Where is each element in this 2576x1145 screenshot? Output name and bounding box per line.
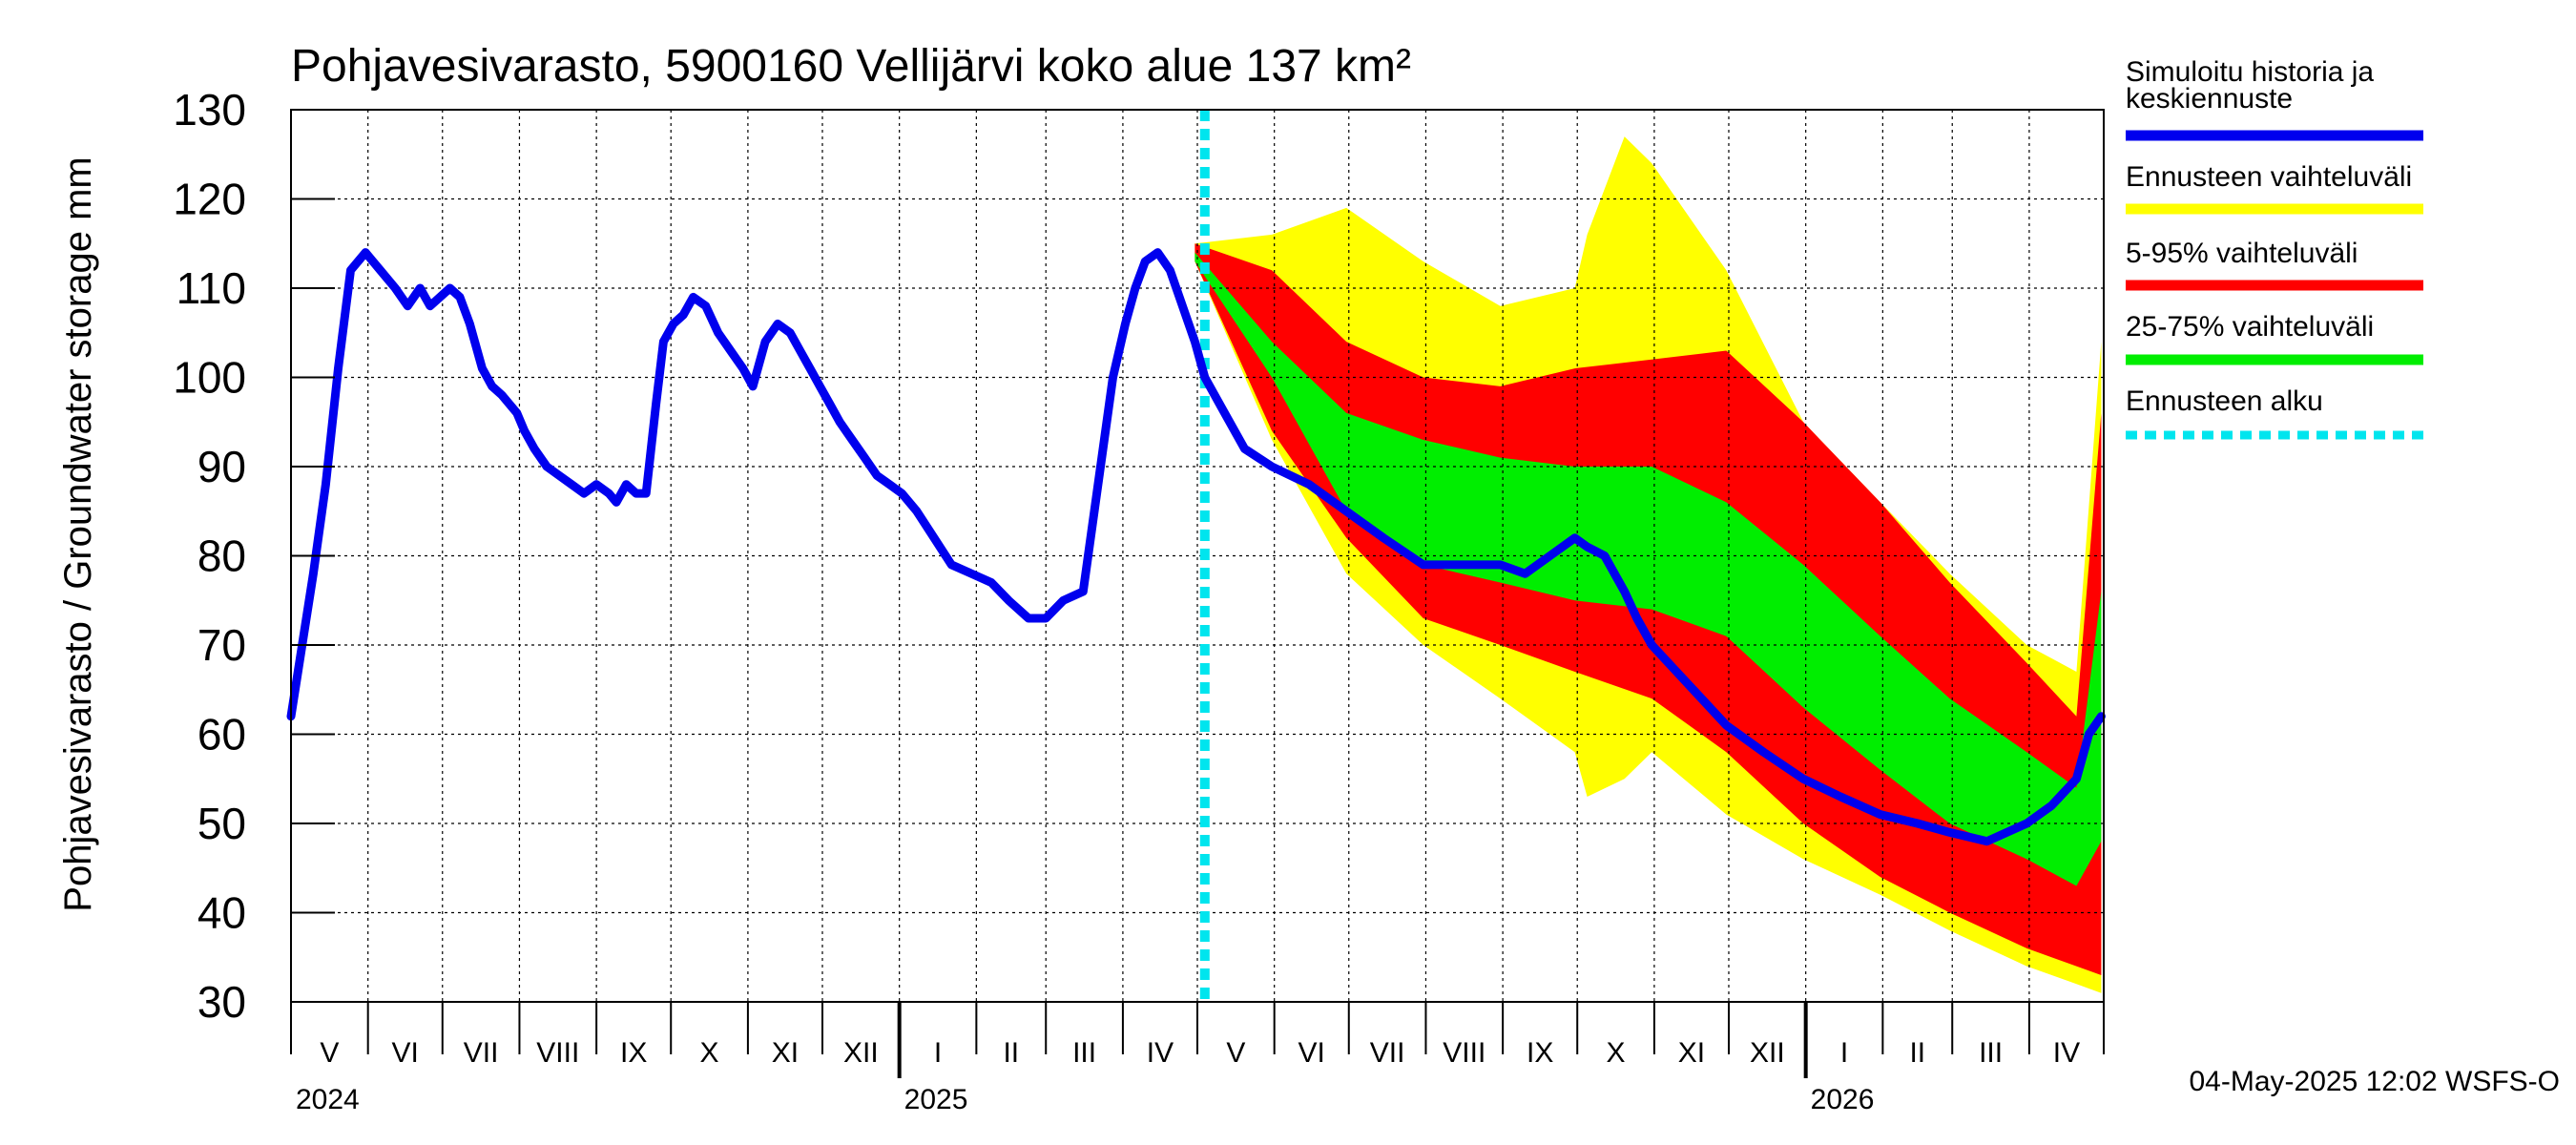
p5-95-band — [1195, 243, 2102, 976]
month-label: IX — [1527, 1037, 1553, 1069]
x-axis: V VI VII VIII IX X XI XII I II III IV V VI VII VIII IX X X… — [290, 1002, 2105, 1115]
y-tick-label: 60 — [197, 710, 246, 760]
month-label: VI — [392, 1037, 419, 1069]
grid-lines — [291, 110, 2104, 1002]
month-label: VIII — [1443, 1037, 1485, 1069]
month-label: XI — [1678, 1037, 1705, 1069]
chart-title: Pohjavesivarasto, 5900160 Vellijärvi kok… — [291, 41, 1411, 92]
month-label: XI — [772, 1037, 799, 1069]
month-label: II — [1909, 1037, 1925, 1069]
month-label: XII — [1750, 1037, 1785, 1069]
month-label: VIII — [536, 1037, 579, 1069]
month-label: I — [1840, 1037, 1848, 1069]
y-tick-label: 30 — [197, 977, 246, 1027]
y-tick-label: 120 — [173, 175, 246, 224]
legend-label: 25-75% vaihteluväli — [2126, 311, 2374, 343]
y-tick-label: 70 — [197, 620, 246, 670]
year-label: 2024 — [296, 1084, 360, 1115]
y-tick-label: 90 — [197, 442, 246, 491]
month-label: III — [1072, 1037, 1096, 1069]
month-label: III — [1979, 1037, 2003, 1069]
year-label: 2025 — [904, 1084, 968, 1115]
month-label: V — [1226, 1037, 1245, 1069]
y-tick-label: 40 — [197, 888, 246, 938]
legend-label: Ennusteen alku — [2126, 385, 2323, 417]
p25-75-band — [1195, 252, 2102, 886]
data-lines — [286, 110, 2106, 1002]
y-tick-label: 50 — [197, 799, 246, 848]
simulated-mean-line — [286, 248, 2106, 846]
forecast-bands — [1195, 136, 2102, 993]
month-label: VII — [1370, 1037, 1405, 1069]
y-tick-label: 110 — [177, 263, 246, 313]
y-tick-label: 130 — [173, 85, 246, 135]
month-label: VI — [1298, 1037, 1325, 1069]
legend-label: keskiennuste — [2126, 83, 2293, 114]
y-axis-ticks: 30 40 50 60 70 80 90 100 110 120 130 — [173, 85, 335, 1027]
y-axis-label: Pohjavesivarasto / Groundwater storage m… — [57, 156, 99, 911]
month-label: I — [934, 1037, 942, 1069]
timestamp-footer: 04-May-2025 12:02 WSFS-O — [2190, 1066, 2561, 1097]
legend-label: Simuloitu historia ja — [2126, 56, 2374, 88]
month-label: II — [1003, 1037, 1019, 1069]
legend-label: Ennusteen vaihteluväli — [2126, 161, 2412, 193]
month-label: XII — [843, 1037, 879, 1069]
month-label: IV — [2053, 1037, 2080, 1069]
month-label: IV — [1147, 1037, 1174, 1069]
y-tick-label: 80 — [197, 531, 246, 581]
month-label: X — [1607, 1037, 1626, 1069]
month-label: X — [700, 1037, 719, 1069]
y-tick-label: 100 — [173, 353, 246, 403]
year-label: 2026 — [1811, 1084, 1875, 1115]
month-label: V — [320, 1037, 339, 1069]
month-label: IX — [620, 1037, 647, 1069]
month-label: VII — [464, 1037, 499, 1069]
legend-label: 5-95% vaihteluväli — [2126, 238, 2358, 269]
